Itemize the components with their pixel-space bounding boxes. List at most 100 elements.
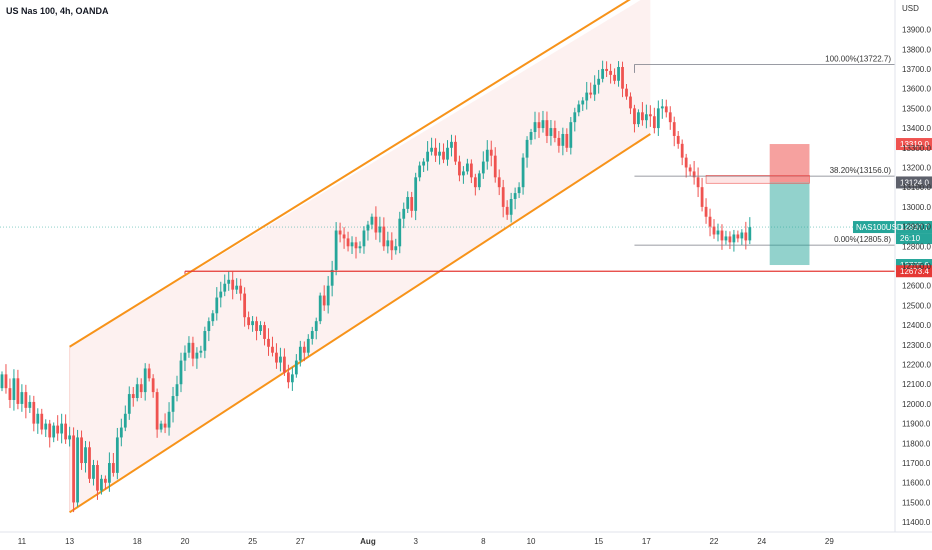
candle-body: [712, 226, 716, 235]
candle-body: [370, 216, 374, 225]
candle-body: [263, 325, 266, 339]
price-tag-value: 13319.0: [900, 140, 929, 149]
candle-body: [390, 240, 394, 251]
candle-body: [708, 216, 712, 227]
candle-body: [131, 394, 135, 399]
candle-body: [473, 177, 477, 188]
y-tick-label: 13200.0: [902, 163, 931, 172]
y-tick-label: 12000.0: [902, 400, 931, 409]
y-tick-label: 13000.0: [902, 203, 931, 212]
candle-body: [44, 423, 48, 430]
candle-body: [462, 171, 465, 176]
candle-body: [286, 372, 290, 383]
candle-body: [668, 112, 672, 123]
chart-title: US Nas 100, 4h, OANDA: [6, 6, 109, 16]
candle-body: [740, 232, 744, 239]
candle-body: [434, 147, 437, 156]
candle-body: [637, 112, 640, 125]
candle-body: [557, 137, 561, 146]
y-tick-label: 13800.0: [902, 45, 931, 54]
candle-body: [629, 96, 632, 109]
candle-body: [267, 338, 270, 347]
x-tick-label: 29: [825, 537, 834, 546]
x-tick-label: 17: [642, 537, 651, 546]
candle-body: [648, 114, 652, 117]
candle-body: [294, 360, 298, 375]
candle-body: [414, 177, 418, 211]
candle-body: [179, 360, 183, 385]
candle-body: [302, 346, 306, 353]
candle-body: [660, 106, 664, 109]
candle-body: [477, 173, 481, 188]
fib-level-label: 38.20%(13156.0): [830, 166, 892, 175]
y-tick-label: 13700.0: [902, 65, 931, 74]
candle-body: [334, 230, 338, 270]
candle-body: [469, 163, 473, 178]
channel-fill: [69, 0, 651, 513]
candle-body: [76, 437, 79, 503]
y-tick-label: 13600.0: [902, 85, 931, 94]
y-tick-label: 13500.0: [902, 104, 931, 113]
candle-body: [581, 100, 585, 105]
candle-body: [589, 92, 593, 95]
candle-body: [617, 66, 620, 81]
y-tick-label: 11900.0: [902, 420, 931, 429]
candle-body: [481, 161, 485, 174]
price-tag-value: 12673.4: [900, 267, 929, 276]
candle-body: [633, 108, 636, 125]
candle-body: [593, 84, 597, 95]
y-tick-label: 12300.0: [902, 341, 931, 350]
candle-body: [111, 463, 115, 473]
candle-body: [736, 234, 740, 239]
candle-body: [123, 413, 127, 428]
candle-body: [227, 279, 231, 284]
candle-body: [310, 331, 314, 339]
candle-body: [32, 401, 36, 424]
x-tick-label: 13: [65, 537, 74, 546]
candle-body: [601, 68, 605, 79]
price-tag: [896, 176, 932, 189]
candle-body: [716, 230, 720, 235]
candle-body: [505, 206, 509, 215]
candle-body: [84, 447, 87, 464]
candle-body: [211, 313, 215, 322]
candle-body: [541, 120, 545, 129]
channel-upper-line: [69, 0, 631, 348]
candle-body: [247, 317, 251, 326]
symbol-tag-name: NAS100USD: [856, 223, 903, 232]
candle-body: [497, 177, 501, 188]
candle-body: [613, 74, 616, 81]
y-tick-label: 11400.0: [902, 518, 931, 527]
candle-body: [207, 321, 211, 332]
candle-body: [24, 392, 28, 408]
candle-body: [625, 88, 628, 97]
candle-body: [60, 423, 64, 434]
candle-body: [259, 325, 262, 332]
candle-body: [279, 356, 282, 363]
candle-body: [489, 149, 493, 156]
candle-body: [40, 413, 44, 430]
candle-body: [442, 151, 445, 160]
candle-body: [119, 427, 123, 438]
candle-body: [100, 478, 103, 491]
candle-body: [561, 133, 565, 146]
candle-body: [203, 331, 207, 351]
y-tick-label: 12900.0: [902, 223, 931, 232]
candle-body: [92, 465, 95, 479]
candle-body: [724, 236, 728, 241]
candle-body: [0, 374, 4, 389]
candle-body: [290, 374, 294, 383]
y-tick-label: 13100.0: [902, 183, 931, 192]
y-tick-label: 12200.0: [902, 361, 931, 370]
candle-body: [147, 368, 151, 379]
candle-body: [676, 135, 680, 144]
candle-body: [275, 352, 278, 363]
channel-lower-line: [69, 133, 651, 514]
candle-body: [155, 392, 159, 430]
candle-body: [283, 356, 286, 373]
x-tick-label: 27: [296, 537, 305, 546]
candle-body: [215, 297, 219, 314]
candle-body: [744, 232, 748, 241]
y-tick-label: 12400.0: [902, 321, 931, 330]
